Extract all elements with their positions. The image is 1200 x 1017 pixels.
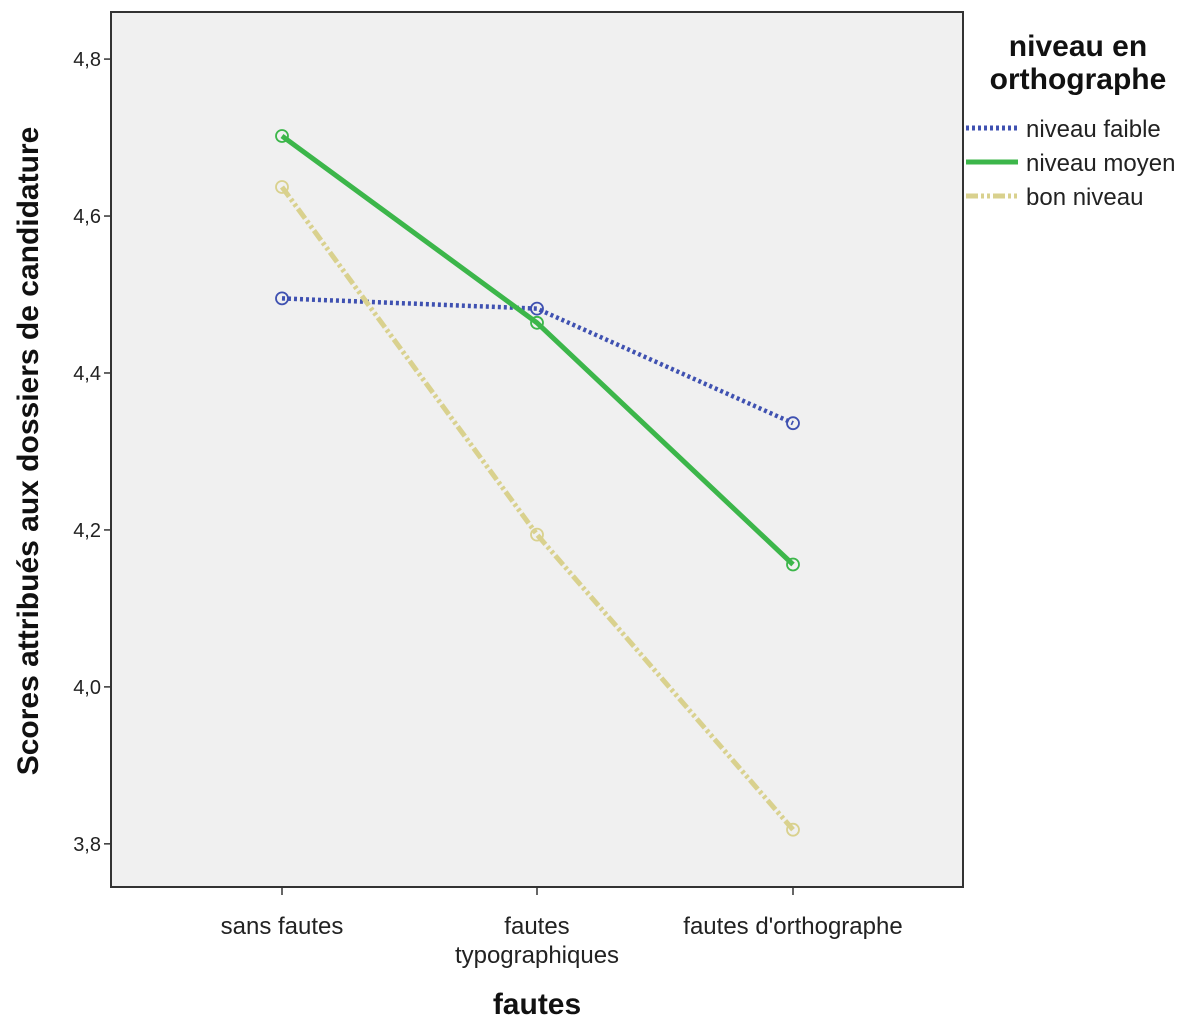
y-tick-label: 4,6: [73, 206, 101, 228]
x-axis-title: fautes: [493, 988, 581, 1017]
y-tick-label: 4,4: [73, 363, 101, 385]
x-tick-label: sans fautes: [221, 913, 344, 940]
x-tick-label: fautes: [504, 913, 569, 940]
data-point: [786, 822, 800, 837]
data-point: [530, 301, 544, 316]
y-tick-label: 4,8: [73, 49, 101, 71]
legend-label-2: bon niveau: [1026, 184, 1143, 211]
series-line-2: [279, 185, 795, 832]
data-point: [275, 291, 289, 306]
data-point: [275, 129, 289, 143]
x-tick-label: typographiques: [455, 942, 619, 969]
legend: niveau en orthographe niveau faiblenivea…: [966, 30, 1175, 211]
x-tick-label: fautes d'orthographe: [683, 913, 902, 940]
legend-title-line-1: niveau en: [1009, 30, 1147, 63]
y-tick-label: 3,8: [73, 834, 101, 856]
plot-area: [110, 11, 964, 888]
data-point: [786, 416, 800, 431]
y-tick-label: 4,0: [73, 677, 101, 699]
legend-label-1: niveau moyen: [1026, 150, 1175, 177]
data-point: [786, 557, 800, 572]
data-point: [530, 315, 544, 330]
series-line-1: [280, 133, 795, 567]
data-point: [275, 180, 289, 194]
y-tick-label: 4,2: [73, 520, 101, 542]
legend-title-line-2: orthographe: [990, 63, 1167, 96]
y-axis: 3,8 4,0 4,2 4,4 4,6 4,8: [73, 49, 111, 856]
legend-label-0: niveau faible: [1026, 116, 1161, 143]
series-layer: [275, 129, 800, 837]
y-axis-title: Scores attribués aux dossiers de candida…: [12, 127, 45, 776]
data-point: [530, 527, 544, 542]
legend-items: niveau faible niveau moyen bon niveau: [966, 116, 1175, 211]
